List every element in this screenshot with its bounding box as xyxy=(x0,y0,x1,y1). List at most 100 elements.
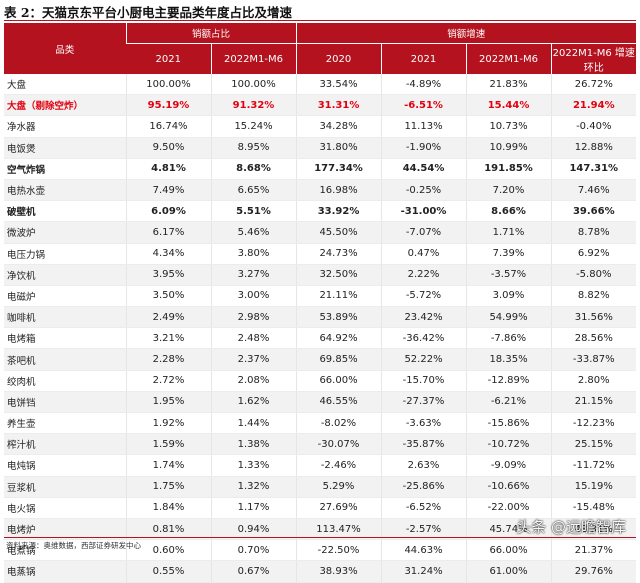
value-cell: -1.90% xyxy=(380,137,467,159)
value-cell: 44.54% xyxy=(380,158,467,180)
value-cell: -10.72% xyxy=(465,433,552,456)
value-cell: -9.09% xyxy=(465,454,552,477)
table-row: 大盘（剔除空炸） 95.19% 91.32% 31.31% -6.51% 15.44% 21… xyxy=(4,94,637,117)
category-cell: 电火锅 xyxy=(4,497,126,519)
title-divider xyxy=(4,20,636,21)
value-cell: 8.68% xyxy=(210,158,297,180)
value-cell: 10.99% xyxy=(465,137,552,159)
value-cell: 5.29% xyxy=(295,476,382,498)
data-table: 品类 销额占比 销额增速 2021 2022M1-M6 2020 2021 20… xyxy=(4,23,637,583)
value-cell: 8.82% xyxy=(550,285,637,308)
value-cell: 52.22% xyxy=(380,348,467,371)
header-col: 2021 xyxy=(126,43,211,74)
value-cell: 1.75% xyxy=(125,476,211,498)
value-cell: -33.87% xyxy=(550,348,637,371)
category-cell: 电热水壶 xyxy=(4,179,126,202)
value-cell: 39.66% xyxy=(550,200,637,223)
table-row: 破壁机 6.09% 5.51% 33.92% -31.00% 8.66% 39.66% xyxy=(4,200,637,223)
value-cell: -6.52% xyxy=(380,497,467,519)
header-col: 2021 xyxy=(380,43,467,74)
value-cell: 191.85% xyxy=(465,158,552,180)
value-cell: 32.50% xyxy=(295,264,382,286)
value-cell: 38.93% xyxy=(295,560,382,583)
value-cell: 26.72% xyxy=(550,74,637,96)
value-cell: 45.50% xyxy=(295,221,382,244)
value-cell: -22.00% xyxy=(465,497,552,519)
table-row: 电压力锅 4.34% 3.80% 24.73% 0.47% 7.39% 6.92% xyxy=(4,243,637,265)
value-cell: 3.50% xyxy=(125,285,211,308)
value-cell: 1.84% xyxy=(125,497,211,519)
value-cell: 31.80% xyxy=(295,137,382,159)
table-row: 电火锅 1.84% 1.17% 27.69% -6.52% -22.00% -15.48% xyxy=(4,497,637,519)
header-col: 2022M1-M6 xyxy=(465,43,552,74)
value-cell: 16.74% xyxy=(125,115,211,138)
table-row: 净饮机 3.95% 3.27% 32.50% 2.22% -3.57% -5.80% xyxy=(4,264,637,286)
table-row: 豆浆机 1.75% 1.32% 5.29% -25.86% -10.66% 15.19% xyxy=(4,476,637,498)
value-cell: 1.59% xyxy=(125,433,211,456)
value-cell: 91.32% xyxy=(210,94,297,117)
table-title: 表 2：天猫京东平台小厨电主要品类年度占比及增速 xyxy=(4,5,293,20)
value-cell: 3.21% xyxy=(125,327,211,350)
value-cell: 21.83% xyxy=(465,74,552,96)
value-cell: 5.46% xyxy=(210,221,297,244)
header-category: 品类 xyxy=(4,23,126,74)
category-cell: 净水器 xyxy=(4,115,126,138)
value-cell: 2.80% xyxy=(550,370,637,392)
value-cell: 15.19% xyxy=(550,476,637,498)
value-cell: -36.42% xyxy=(380,327,467,350)
value-cell: 0.67% xyxy=(210,560,297,583)
value-cell: 147.31% xyxy=(550,158,637,180)
value-cell: 6.92% xyxy=(550,243,637,265)
category-cell: 电磁炉 xyxy=(4,285,126,308)
value-cell: 6.17% xyxy=(125,221,211,244)
value-cell: 2.37% xyxy=(210,348,297,371)
value-cell: 2.49% xyxy=(125,306,211,329)
value-cell: -8.02% xyxy=(295,412,382,435)
category-cell: 破壁机 xyxy=(4,200,126,223)
table-row: 大盘 100.00% 100.00% 33.54% -4.89% 21.83% 26.72% xyxy=(4,74,637,96)
value-cell: 0.81% xyxy=(125,518,211,541)
value-cell: 16.98% xyxy=(295,179,382,202)
value-cell: 28.56% xyxy=(550,327,637,350)
value-cell: 0.94% xyxy=(210,518,297,541)
value-cell: -12.23% xyxy=(550,412,637,435)
value-cell: 61.00% xyxy=(465,560,552,583)
value-cell: -6.21% xyxy=(465,391,552,414)
value-cell: 8.95% xyxy=(210,137,297,159)
category-cell: 空气炸锅 xyxy=(4,158,126,180)
value-cell: 2.08% xyxy=(210,370,297,392)
value-cell: 7.39% xyxy=(465,243,552,265)
value-cell: 4.34% xyxy=(125,243,211,265)
value-cell: 21.11% xyxy=(295,285,382,308)
value-cell: 0.47% xyxy=(380,243,467,265)
value-cell: -12.89% xyxy=(465,370,552,392)
value-cell: 1.44% xyxy=(210,412,297,435)
value-cell: 31.56% xyxy=(550,306,637,329)
value-cell: 3.95% xyxy=(125,264,211,286)
value-cell: 6.65% xyxy=(210,179,297,202)
value-cell: 0.55% xyxy=(125,560,211,583)
value-cell: 69.85% xyxy=(295,348,382,371)
value-cell: 21.94% xyxy=(550,94,637,117)
value-cell: -30.07% xyxy=(295,433,382,456)
value-cell: -27.37% xyxy=(380,391,467,414)
value-cell: -0.40% xyxy=(550,115,637,138)
table-body: 大盘 100.00% 100.00% 33.54% -4.89% 21.83% 26.72%… xyxy=(4,74,637,583)
value-cell: 21.15% xyxy=(550,391,637,414)
value-cell: -3.63% xyxy=(380,412,467,435)
value-cell: 66.00% xyxy=(465,539,552,562)
value-cell: 15.44% xyxy=(465,94,552,117)
table-row: 电烤箱 3.21% 2.48% 64.92% -36.42% -7.86% 28.56% xyxy=(4,327,637,350)
value-cell: -15.70% xyxy=(380,370,467,392)
value-cell: 46.55% xyxy=(295,391,382,414)
table-row: 净水器 16.74% 15.24% 34.28% 11.13% 10.73% -0.40% xyxy=(4,115,637,138)
table-row: 电烤炉 0.81% 0.94% 113.47% -2.57% 45.74% 48.31% xyxy=(4,518,637,541)
header-group-share: 销额占比 xyxy=(125,23,297,44)
table-row: 茶吧机 2.28% 2.37% 69.85% 52.22% 18.35% -33.87% xyxy=(4,348,637,371)
value-cell: 25.15% xyxy=(550,433,637,456)
value-cell: 11.13% xyxy=(380,115,467,138)
header-col: 2022M1-M6 增速环比 xyxy=(550,43,637,74)
category-cell: 电压力锅 xyxy=(4,243,126,265)
value-cell: 2.48% xyxy=(210,327,297,350)
value-cell: 21.37% xyxy=(550,539,637,562)
